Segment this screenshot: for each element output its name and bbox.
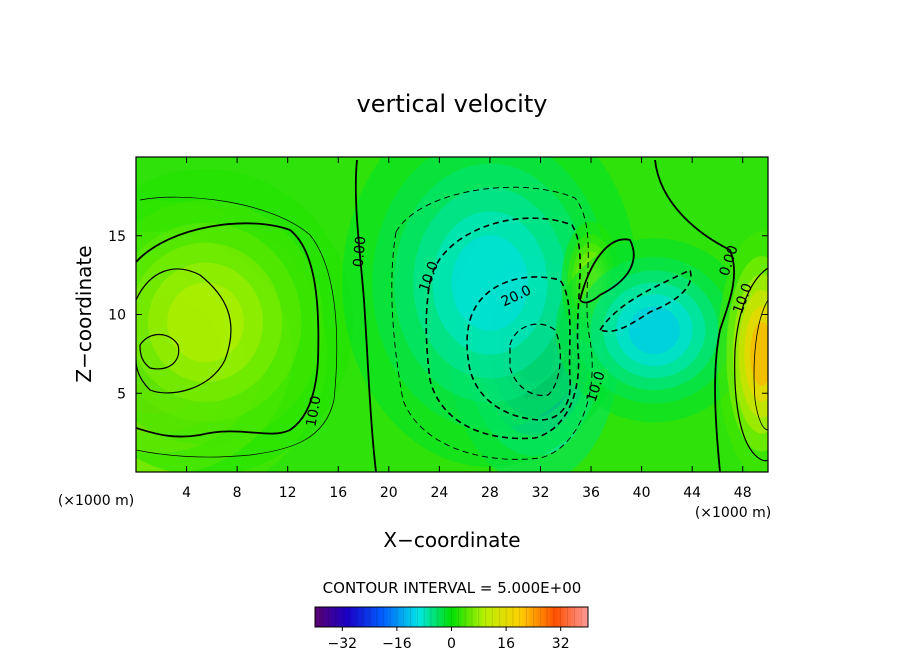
contour-label: 10.0 [303,395,324,428]
x-unit-right: (×1000 m) [695,505,771,521]
colorbar-tick-label: −32 [328,636,358,652]
x-tick-label: 8 [233,485,242,501]
field-shade [628,306,680,355]
contour-pos-left-outer [136,196,338,458]
contour-zero-left [136,222,320,438]
contour-neg-10 [425,217,581,440]
colorbar-tick-label: 16 [497,636,515,652]
velocity-field [136,157,768,472]
contour-neg-core [509,323,561,396]
contour-zero-mid [354,159,377,472]
contour-pos-left-inner [136,268,232,394]
field-shade [750,322,768,386]
x-tick-label: 48 [734,485,752,501]
x-tick-label: 16 [329,485,347,501]
contour-neg-20 [466,276,571,421]
x-tick-label: 40 [633,485,651,501]
contour-pos-right [734,267,768,462]
colorbar-tick-label: −16 [382,636,412,652]
x-axis-label: X−coordinate [383,528,520,552]
x-tick-label: 12 [279,485,297,501]
contour-label: 0.00 [351,235,370,267]
field-shade [451,235,529,331]
contour-interval-label: CONTOUR INTERVAL = 5.000E+00 [323,579,582,597]
contour-pos-tongue [579,238,635,304]
colorbar-ticks: −32 −16 0 16 32 [328,627,570,652]
colorbar-bands [321,607,582,627]
colorbar: −32 −16 0 16 32 [314,606,589,652]
y-tick-label: 10 [108,308,126,324]
y-axis-label: Z−coordinate [72,245,96,382]
chart-title: vertical velocity [357,90,548,118]
contour-neg-outer [391,186,593,460]
contour-neg-right [599,268,692,332]
x-tick-label: 36 [582,485,600,501]
x-tick-label: 44 [683,485,701,501]
x-unit-left: (×1000 m) [58,493,134,509]
contour-pos-left-core [139,333,180,370]
x-tick-label: 28 [481,485,499,501]
x-tick-label: 4 [182,485,191,501]
colorbar-tick-label: 32 [552,636,570,652]
y-axis-ticks: 5 10 15 [108,229,768,402]
contour-zero-right [654,159,736,472]
colorbar-tick-label: 0 [447,636,456,652]
x-tick-label: 24 [430,485,448,501]
x-tick-label: 32 [532,485,550,501]
x-tick-label: 20 [380,485,398,501]
y-tick-label: 5 [117,386,126,402]
y-tick-label: 15 [108,229,126,245]
contour-lines [136,159,768,472]
x-axis-ticks: 4 8 12 16 20 24 28 32 36 40 44 48 [182,157,752,501]
contour-pos-right-inner [753,299,768,431]
